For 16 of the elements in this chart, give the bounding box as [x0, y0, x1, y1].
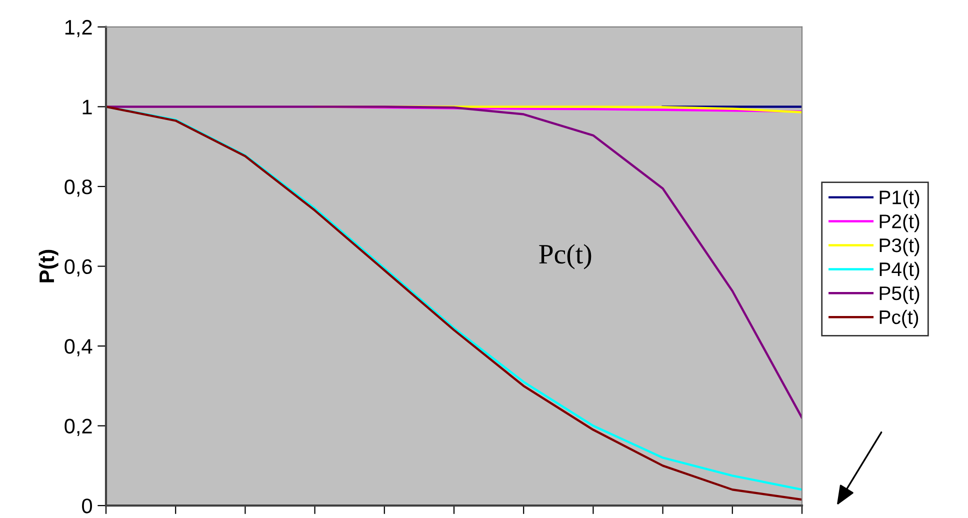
- y-tick-label: 0: [82, 498, 92, 514]
- legend-label: P4(t): [880, 262, 920, 280]
- legend-label: P3(t): [880, 238, 920, 256]
- y-tick-label: 0,4: [64, 339, 92, 356]
- legend-label: P5(t): [880, 286, 920, 304]
- line-series: [106, 106, 802, 419]
- annotation: Pc(t): [539, 244, 592, 270]
- y-tick-label: 1,2: [65, 20, 92, 38]
- y-tick-label: 1: [82, 100, 92, 114]
- legend-label: Pc(t): [880, 310, 918, 328]
- legend-label: P1(t): [880, 190, 920, 208]
- y-tick-label: 0,6: [64, 259, 92, 276]
- y-tick-label: 0,8: [64, 179, 92, 197]
- legend-label: P2(t): [880, 214, 920, 232]
- y-tick-label: 0,2: [64, 418, 92, 436]
- y-axis-title: P(t): [38, 250, 58, 282]
